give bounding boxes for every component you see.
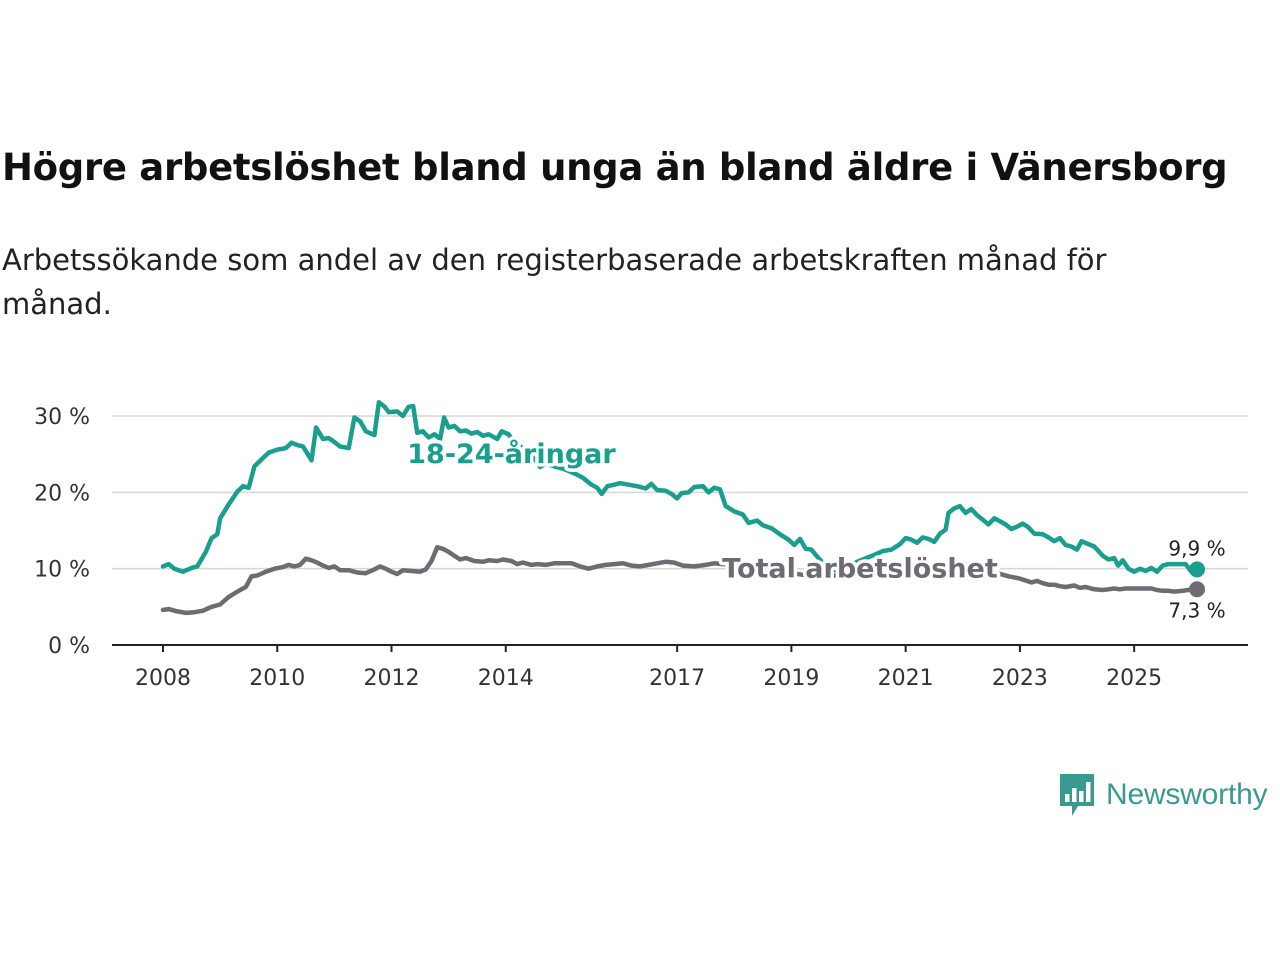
series-annotation: Total arbetslöshet: [722, 554, 998, 585]
x-tick-label: 2025: [1106, 666, 1162, 691]
end-value-label: 9,9 %: [1168, 536, 1225, 560]
label-layer: 9,9 % 7,3 % 18-24-åringar Total arbetslöshe…: [404, 435, 1226, 623]
x-tick-label: 2012: [364, 666, 420, 691]
series-line-youth: [160, 400, 1200, 577]
x-tick-label: 2017: [649, 666, 705, 691]
x-tick-label: 2010: [249, 666, 305, 691]
end-value-label: 7,3 %: [1168, 598, 1225, 622]
x-tick-label: 2008: [135, 666, 191, 691]
y-tick-label: 0 %: [48, 634, 90, 659]
series-layer: [160, 400, 1205, 616]
brand-name: Newsworthy: [1106, 778, 1268, 811]
series-annotation: 18-24-åringar: [407, 438, 616, 470]
y-tick-label: 30 %: [34, 405, 90, 430]
y-tick-label: 10 %: [34, 558, 90, 583]
series-line-total: [160, 545, 1200, 616]
end-point-total: [1189, 581, 1205, 598]
y-tick-label: 20 %: [34, 481, 90, 506]
x-tick-label: 2023: [992, 666, 1048, 691]
line-chart: 0 % 10 % 20 % 30 % 2008 2010 2012 2014 2017 2019 2…: [34, 400, 1248, 691]
chart-title: Högre arbetslöshet bland unga än bland ä…: [2, 146, 1228, 189]
newsworthy-logo-icon: [1060, 774, 1094, 816]
end-point-youth: [1189, 561, 1205, 578]
x-tick-label: 2019: [763, 666, 819, 691]
grid-layer: 0 % 10 % 20 % 30 % 2008 2010 2012 2014 2017 2019 2…: [34, 405, 1248, 691]
brand-logo: Newsworthy: [1058, 772, 1268, 818]
x-tick-label: 2014: [478, 666, 534, 691]
chart-subtitle: Arbetssökande som andel av den registerb…: [2, 243, 1107, 321]
x-tick-label: 2021: [878, 666, 934, 691]
